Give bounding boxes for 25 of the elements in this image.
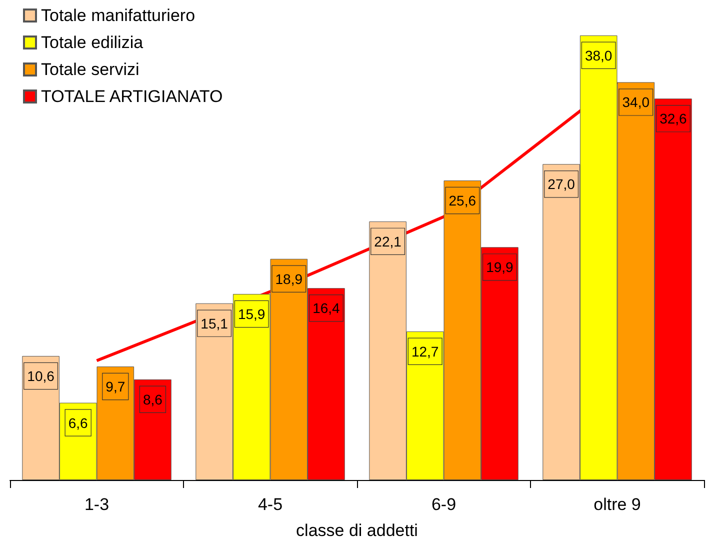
data-label: 9,7 [106, 378, 126, 395]
data-label: 16,4 [312, 300, 340, 316]
data-label: 19,9 [486, 259, 514, 276]
x-tick-label: 6-9 [431, 495, 456, 514]
legend-label: Totale edilizia [41, 33, 144, 52]
legend-label: Totale manifatturiero [41, 6, 196, 25]
data-label: 27,0 [548, 176, 576, 192]
data-label: 12,7 [411, 343, 439, 360]
data-label: 25,6 [448, 192, 476, 208]
data-label: 34,0 [622, 94, 650, 110]
x-tick-label: 4-5 [258, 495, 283, 514]
data-label: 18,9 [275, 270, 303, 287]
data-label: 6,6 [68, 414, 88, 431]
data-label: 10,6 [27, 368, 55, 384]
data-label: 22,1 [374, 233, 402, 250]
legend-label: TOTALE ARTIGIANATO [41, 87, 223, 106]
data-label: 15,9 [238, 306, 266, 322]
legend-label: Totale servizi [41, 60, 140, 79]
x-tick-label: oltre 9 [594, 495, 641, 514]
data-label: 38,0 [584, 47, 612, 64]
data-label: 15,1 [200, 315, 228, 332]
data-label: 32,6 [660, 110, 688, 127]
data-label: 8,6 [142, 391, 163, 408]
x-tick-label: 1-3 [84, 495, 110, 514]
x-axis-title: classe di addetti [296, 521, 418, 540]
